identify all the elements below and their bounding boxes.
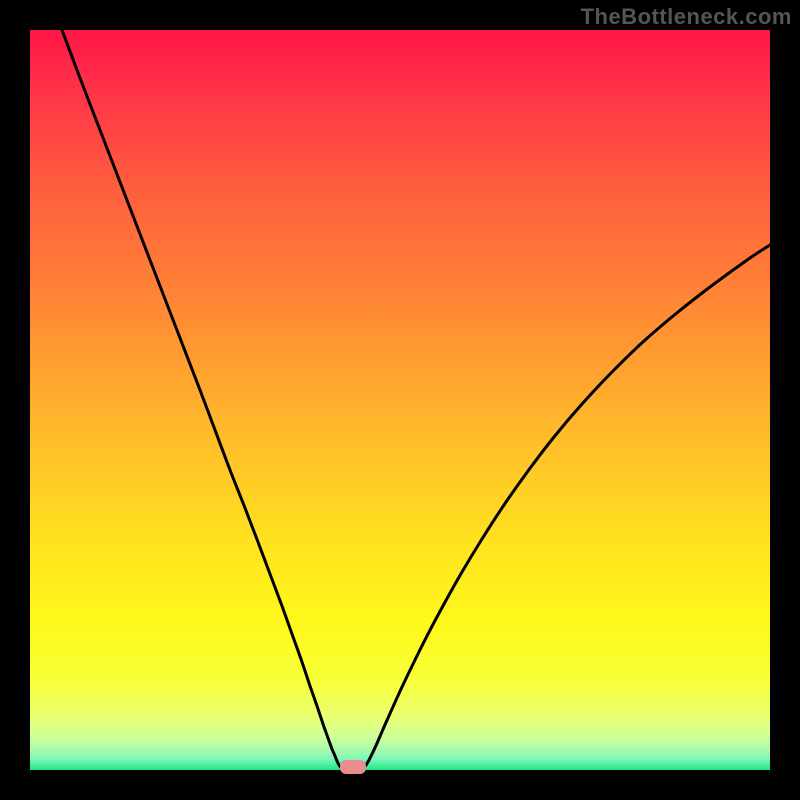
curve-left-branch [62,30,341,768]
bottleneck-curve [30,30,770,770]
curve-right-branch [364,245,770,768]
plot-area [30,30,770,770]
chart-container: TheBottleneck.com [0,0,800,800]
watermark-text: TheBottleneck.com [581,4,792,30]
optimal-marker [340,760,366,774]
